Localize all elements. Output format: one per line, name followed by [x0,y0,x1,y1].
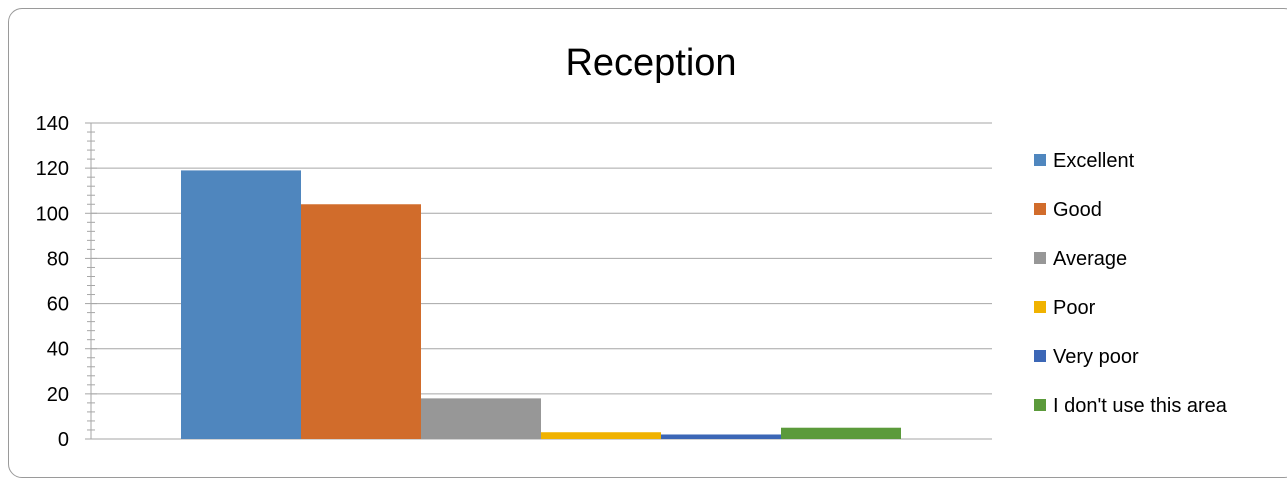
legend-swatch [1034,301,1046,313]
bar-chart: Reception 0 20 40 60 80 100 120 140 Excellent Go… [0,0,1287,463]
bar-average [421,398,541,439]
bar-very-poor [661,434,781,439]
legend-label: Average [1053,248,1127,270]
y-tick-label: 120 [36,158,69,180]
y-tick-label: 20 [47,384,69,406]
legend-label: Very poor [1053,346,1139,368]
legend-label: Poor [1053,297,1096,319]
chart-title: Reception [565,42,736,84]
y-tick-label: 40 [47,339,69,361]
y-tick-label: 0 [58,429,69,451]
y-tick-label: 140 [36,113,69,135]
bar-i-don-t-use-this-area [781,428,901,439]
legend-swatch [1034,252,1046,264]
legend-label: I don't use this area [1053,395,1228,417]
bar-poor [541,432,661,439]
bars [181,170,901,439]
bar-excellent [181,170,301,439]
bar-good [301,204,421,439]
legend-swatch [1034,350,1046,362]
legend-label: Excellent [1053,150,1135,172]
legend-label: Good [1053,199,1102,221]
y-tick-label: 80 [47,248,69,270]
y-tick-label: 100 [36,203,69,225]
legend: Excellent Good Average Poor Very poor I don't… [1034,150,1228,417]
y-tick-label: 60 [47,294,69,316]
legend-swatch [1034,203,1046,215]
legend-swatch [1034,154,1046,166]
legend-swatch [1034,399,1046,411]
